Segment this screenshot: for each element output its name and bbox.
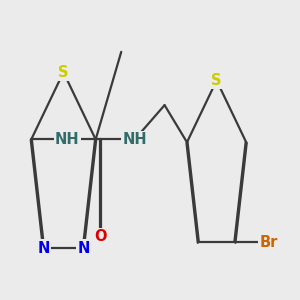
Text: Br: Br	[260, 235, 278, 250]
Text: N: N	[38, 241, 50, 256]
Text: NH: NH	[122, 132, 147, 147]
Text: O: O	[95, 229, 107, 244]
Text: S: S	[58, 65, 69, 80]
Text: N: N	[77, 241, 90, 256]
Text: S: S	[211, 73, 222, 88]
Text: NH: NH	[55, 132, 80, 147]
